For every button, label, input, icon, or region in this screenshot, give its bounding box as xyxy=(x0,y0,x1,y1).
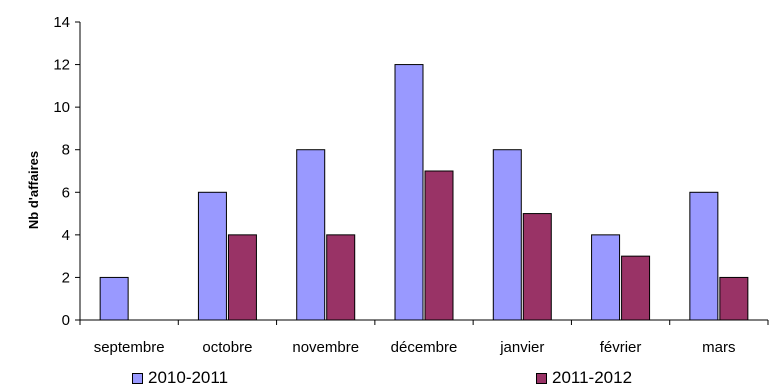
x-category-label: novembre xyxy=(292,339,359,356)
legend-label: 2010-2011 xyxy=(148,368,229,387)
bar-2010-2011-octobre xyxy=(197,191,227,321)
y-tick-label: 8 xyxy=(62,142,70,159)
bar-2010-2011-septembre xyxy=(99,276,129,321)
x-category-label: septembre xyxy=(94,339,165,356)
legend-swatch xyxy=(132,372,143,384)
y-tick-label: 6 xyxy=(62,184,70,201)
legend-label: 2011-2012 xyxy=(552,368,633,387)
x-category-label: décembre xyxy=(391,339,458,356)
bar-2011-2012-novembre xyxy=(326,234,356,321)
bar-2011-2012-octobre xyxy=(227,234,257,321)
bar-2011-2012-janvier xyxy=(522,213,552,321)
y-tick-label: 4 xyxy=(62,227,70,244)
legend-item-2010-2011: 2010-2011 xyxy=(132,368,228,388)
bars-group xyxy=(99,64,749,321)
y-tick-label: 10 xyxy=(53,99,70,116)
x-category-label: octobre xyxy=(202,339,252,356)
y-tick-label: 2 xyxy=(62,269,70,286)
bar-2010-2011-décembre xyxy=(394,64,424,321)
legend-item-2011-2012: 2011-2012 xyxy=(536,368,632,388)
bar-2010-2011-janvier xyxy=(492,149,522,321)
y-axis-title: Nb d'affaires xyxy=(26,151,41,229)
y-axis-ticks: 0 2 4 6 8 10 12 14 xyxy=(53,14,80,329)
bar-2011-2012-décembre xyxy=(424,170,454,321)
bar-2010-2011-février xyxy=(591,234,621,321)
y-tick-label: 0 xyxy=(62,312,70,329)
y-tick-label: 14 xyxy=(53,14,70,31)
bar-2010-2011-novembre xyxy=(296,149,326,321)
y-tick-label: 12 xyxy=(53,57,70,74)
legend-swatch xyxy=(536,372,547,384)
bar-2011-2012-février xyxy=(621,255,651,321)
x-category-label: janvier xyxy=(499,339,544,356)
x-axis-ticks: septembre octobre novembre décembre janvier f… xyxy=(79,320,769,356)
bar-2011-2012-mars xyxy=(719,276,749,321)
bar-2010-2011-mars xyxy=(689,191,719,321)
x-category-label: février xyxy=(600,339,642,356)
x-category-label: mars xyxy=(702,339,735,356)
